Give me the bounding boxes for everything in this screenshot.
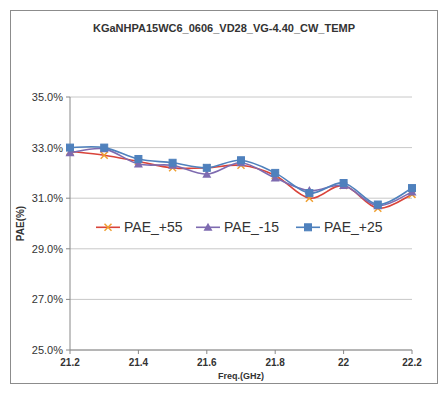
grid-line [70,350,412,351]
point [374,201,381,208]
y-tick-label: 25.0% [32,344,63,356]
y-axis-label: PAE(%) [15,206,26,241]
point [409,185,416,192]
title: KGaNHPA15WC6_0606_VD28_VG-4.40_CW_TEMP [93,22,355,34]
series-line [70,148,412,205]
legend-label: PAE_-15 [224,219,279,235]
x-tick-label: 22.2 [402,357,422,368]
x-axis [70,350,412,351]
y-tick [66,97,70,98]
x-tick-label: 22 [338,357,350,368]
y-tick-label: 33.0% [32,142,63,154]
legend-marker [105,224,112,231]
series-line [70,147,412,205]
point [272,169,279,176]
point [203,164,210,171]
y-tick-label: 35.0% [32,91,63,103]
chart-border [11,11,438,384]
x-tick [343,350,344,354]
x-tick [412,350,413,354]
background [0,0,448,395]
x-tick [275,350,276,354]
plot-area [66,144,417,212]
x-tick [206,350,207,354]
point [101,144,108,151]
grid-line [70,248,412,249]
point [306,190,313,197]
series-line [70,151,412,208]
x-tick [138,350,139,354]
y-tick [66,198,70,199]
x-tick-label: 21.2 [60,357,80,368]
y-tick-label: 31.0% [32,192,63,204]
legend-marker [305,224,312,231]
y-tick [66,248,70,249]
grid-line [70,97,412,98]
chart: KGaNHPA15WC6_0606_VD28_VG-4.40_CW_TEMP 25… [0,0,448,395]
x-tick-label: 21.8 [265,357,285,368]
legend: PAE_+55 PAE_-15 PAE_+25 [96,219,383,235]
x-tick-label: 21.4 [129,357,149,368]
y-tick-label: 27.0% [32,293,63,305]
y-tick [66,299,70,300]
x-tick-label: 21.6 [197,357,217,368]
y-axis [70,97,71,350]
point [340,180,347,187]
point [169,159,176,166]
x-tick [70,350,71,354]
point [135,155,142,162]
point [101,152,108,159]
point [373,201,382,209]
y-tick [66,350,70,351]
point [238,157,245,164]
x-axis-label: Freq.(GHz) [218,371,264,381]
y-tick-label: 29.0% [32,243,63,255]
legend-label: PAE_+55 [124,219,183,235]
point [203,164,210,171]
legend-label: PAE_+25 [324,219,383,235]
point [67,144,74,151]
point [100,144,109,152]
legend-marker [204,223,213,231]
grid-line [70,147,412,148]
grid-line [70,299,412,300]
